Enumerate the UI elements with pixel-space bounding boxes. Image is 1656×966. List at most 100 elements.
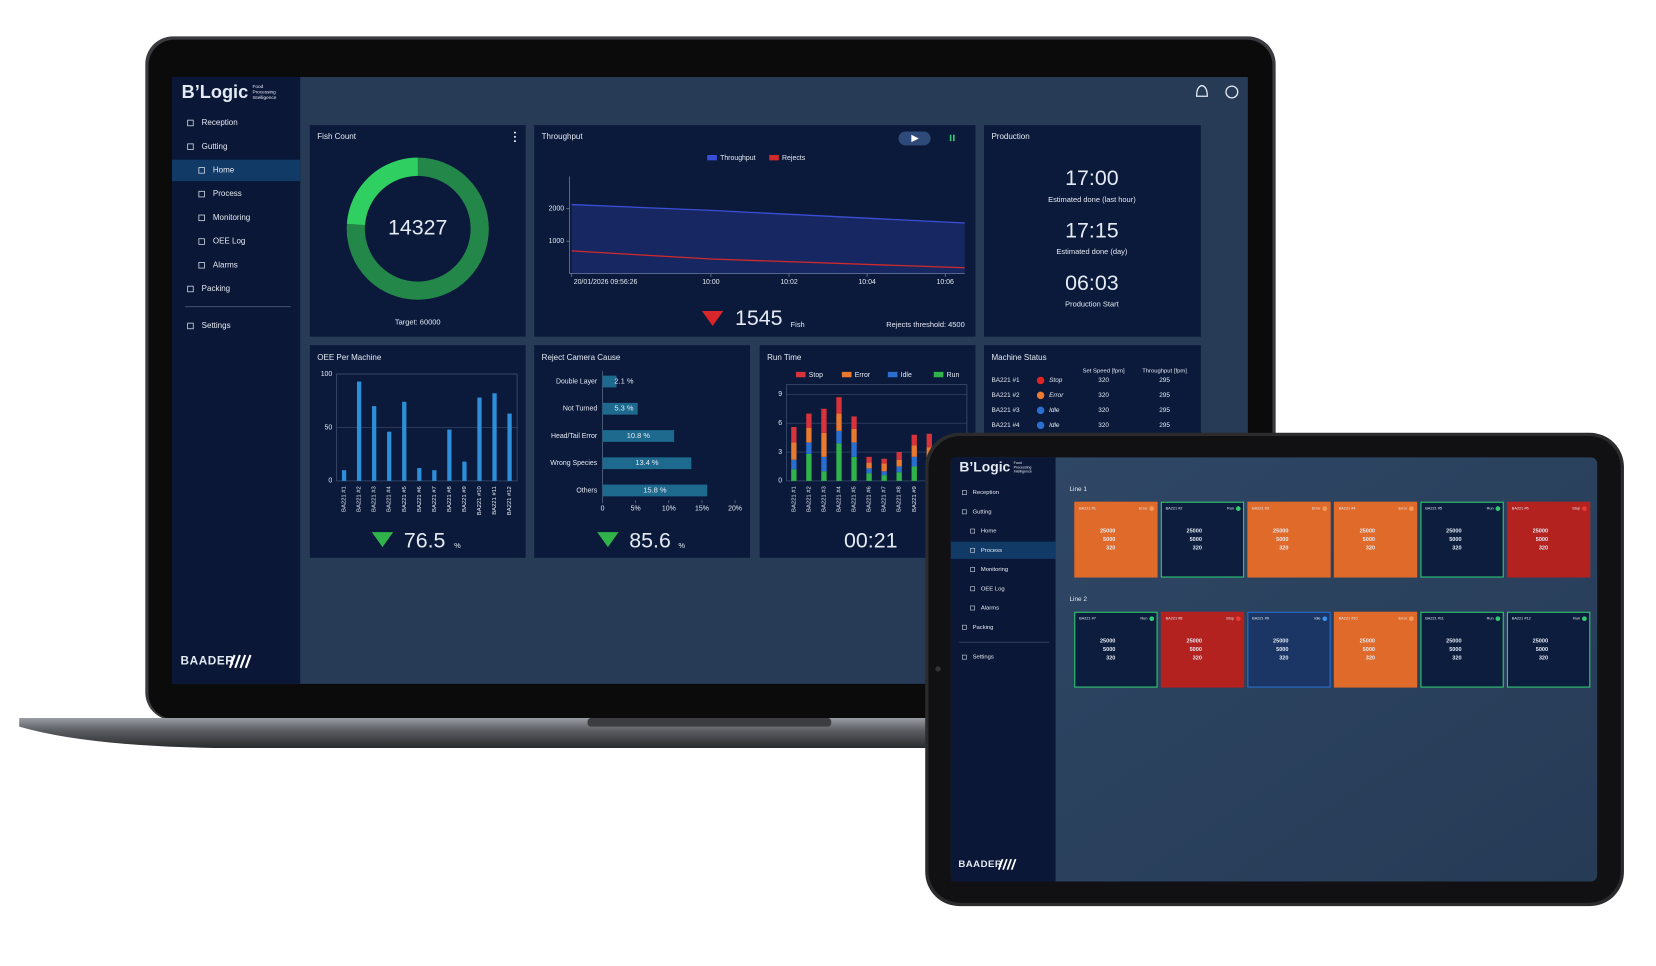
nav-item[interactable]: Home xyxy=(198,165,235,174)
card-value: 5000 xyxy=(1363,537,1375,543)
card-bg xyxy=(1420,501,1504,578)
card-bg xyxy=(1247,501,1331,578)
x-tick-label: BA221 #8 xyxy=(897,486,903,512)
card-name: BA221 #12 xyxy=(1512,617,1531,621)
nav-icon xyxy=(970,605,975,611)
throughput: 295 xyxy=(1159,422,1170,429)
card-status: Error xyxy=(1399,507,1408,511)
logo-tagline: Intelligence xyxy=(1014,469,1032,473)
user-icon[interactable] xyxy=(1225,85,1239,99)
current-value: 1545 xyxy=(735,306,783,330)
nav-label: Monitoring xyxy=(213,213,250,222)
nav-item[interactable]: Process xyxy=(198,189,242,198)
bar xyxy=(356,381,362,481)
nav-item[interactable]: Packing xyxy=(962,625,993,631)
brand-stroke xyxy=(997,858,1004,870)
play-button[interactable] xyxy=(898,131,931,146)
user-circle xyxy=(1225,85,1239,99)
fish-count-value: 14327 xyxy=(388,215,447,239)
production-time: 17:00 xyxy=(1065,166,1119,190)
bar xyxy=(507,413,512,481)
machine-card[interactable]: BA221 #1 Error 25000 5000 320 xyxy=(1074,501,1158,578)
bar xyxy=(602,402,638,415)
line-label: Line 1 xyxy=(1069,486,1087,493)
card-bg xyxy=(1074,501,1158,578)
y-tick-label: Wrong Species xyxy=(550,460,597,467)
notification-icon[interactable] xyxy=(1195,84,1208,97)
play xyxy=(911,134,919,143)
panel xyxy=(534,345,751,558)
y-tick-label: 1000 xyxy=(549,238,565,245)
machine-card[interactable]: BA221 #5 Run 25000 5000 320 xyxy=(1420,501,1504,578)
logo-tagline: Food xyxy=(252,84,263,90)
legend-label: Throughput xyxy=(720,155,756,162)
bar xyxy=(949,134,952,142)
x-tick-label: BA221 #9 xyxy=(462,486,468,512)
total-unit: % xyxy=(678,541,685,550)
machine-card[interactable]: BA221 #10 Error 25000 5000 320 xyxy=(1333,611,1418,688)
y-tick-label: 50 xyxy=(325,424,333,431)
production-time: 06:03 xyxy=(1065,271,1118,295)
nav-item[interactable]: Settings xyxy=(187,321,231,330)
machine-card[interactable]: BA221 #2 Run 25000 5000 320 xyxy=(1160,501,1245,578)
nav-active xyxy=(950,541,1056,559)
machine-card[interactable]: BA221 #6 Stop 25000 5000 320 xyxy=(1506,501,1591,578)
machine-card[interactable]: BA221 #4 Error 25000 5000 320 xyxy=(1333,501,1418,578)
logo-tagline: Processing xyxy=(252,89,276,95)
machine-name: BA221 #1 xyxy=(991,377,1020,384)
set-speed: 320 xyxy=(1098,407,1109,414)
brand-stroke xyxy=(1010,858,1017,870)
nav-item[interactable]: Monitoring xyxy=(198,213,250,222)
trend-down xyxy=(701,310,724,326)
nav-item[interactable]: Settings xyxy=(962,655,994,661)
nav-item[interactable]: Packing xyxy=(187,284,230,293)
machine-card[interactable]: BA221 #9 Idle 25000 5000 320 xyxy=(1247,611,1331,688)
nav-item[interactable]: OEE Log xyxy=(198,237,245,246)
machine-card[interactable]: BA221 #3 Error 25000 5000 320 xyxy=(1247,501,1331,578)
nav-item[interactable]: Process xyxy=(970,548,1003,554)
card-value: 5000 xyxy=(1190,537,1202,543)
status-dot xyxy=(1582,506,1587,511)
bar xyxy=(602,430,675,442)
bar-segment xyxy=(806,453,812,481)
x-tick-label: BA221 #2 xyxy=(357,486,363,512)
card-name: BA221 #11 xyxy=(1425,617,1444,621)
bar-segment xyxy=(911,456,917,467)
production-time: 17:15 xyxy=(1065,219,1118,243)
y-tick-label: 100 xyxy=(321,371,333,378)
nav-item[interactable]: OEE Log xyxy=(970,586,1005,592)
pause-button[interactable] xyxy=(949,134,955,142)
nav-item[interactable]: Gutting xyxy=(187,142,228,151)
nav-item[interactable]: Home xyxy=(970,529,997,535)
machine-card[interactable]: BA221 #11 Run 25000 5000 320 xyxy=(1420,611,1504,688)
machine-status: Error xyxy=(1049,392,1064,399)
menu-button[interactable] xyxy=(514,131,516,143)
bar-segment xyxy=(866,462,872,469)
bar xyxy=(417,468,422,481)
trend-down xyxy=(597,532,619,548)
y-tick-label: Head/Tail Error xyxy=(551,433,598,440)
nav-item[interactable]: Monitoring xyxy=(970,567,1009,573)
bar-segment xyxy=(881,471,887,476)
nav-item[interactable]: Gutting xyxy=(962,509,992,515)
legend-label: Rejects xyxy=(782,155,806,162)
bar xyxy=(462,461,467,481)
bar-segment xyxy=(881,458,887,464)
legend-label: Stop xyxy=(809,372,823,379)
nav-item[interactable]: Alarms xyxy=(198,260,238,269)
x-tick-label: BA221 #6 xyxy=(867,486,873,512)
x-tick-label: BA221 #4 xyxy=(837,485,843,511)
status-dot xyxy=(1408,506,1414,511)
x-tick-label: BA221 #6 xyxy=(417,486,423,512)
x-tick-label: BA221 #5 xyxy=(402,485,408,511)
status-dot xyxy=(1322,506,1328,511)
nav-item[interactable]: Alarms xyxy=(970,605,1000,612)
machine-card[interactable]: BA221 #8 Stop 25000 5000 320 xyxy=(1160,611,1245,688)
nav-item[interactable]: Reception xyxy=(187,118,238,127)
machine-card[interactable]: BA221 #12 Run 25000 5000 320 xyxy=(1506,611,1591,688)
x-tick-label: BA221 #8 xyxy=(447,486,453,512)
machine-card[interactable]: BA221 #7 Run 25000 5000 320 xyxy=(1074,611,1158,688)
nav-item[interactable]: Reception xyxy=(962,490,999,496)
x-tick-label: BA221 #5 xyxy=(852,485,858,511)
card-status: Run xyxy=(1487,507,1494,511)
